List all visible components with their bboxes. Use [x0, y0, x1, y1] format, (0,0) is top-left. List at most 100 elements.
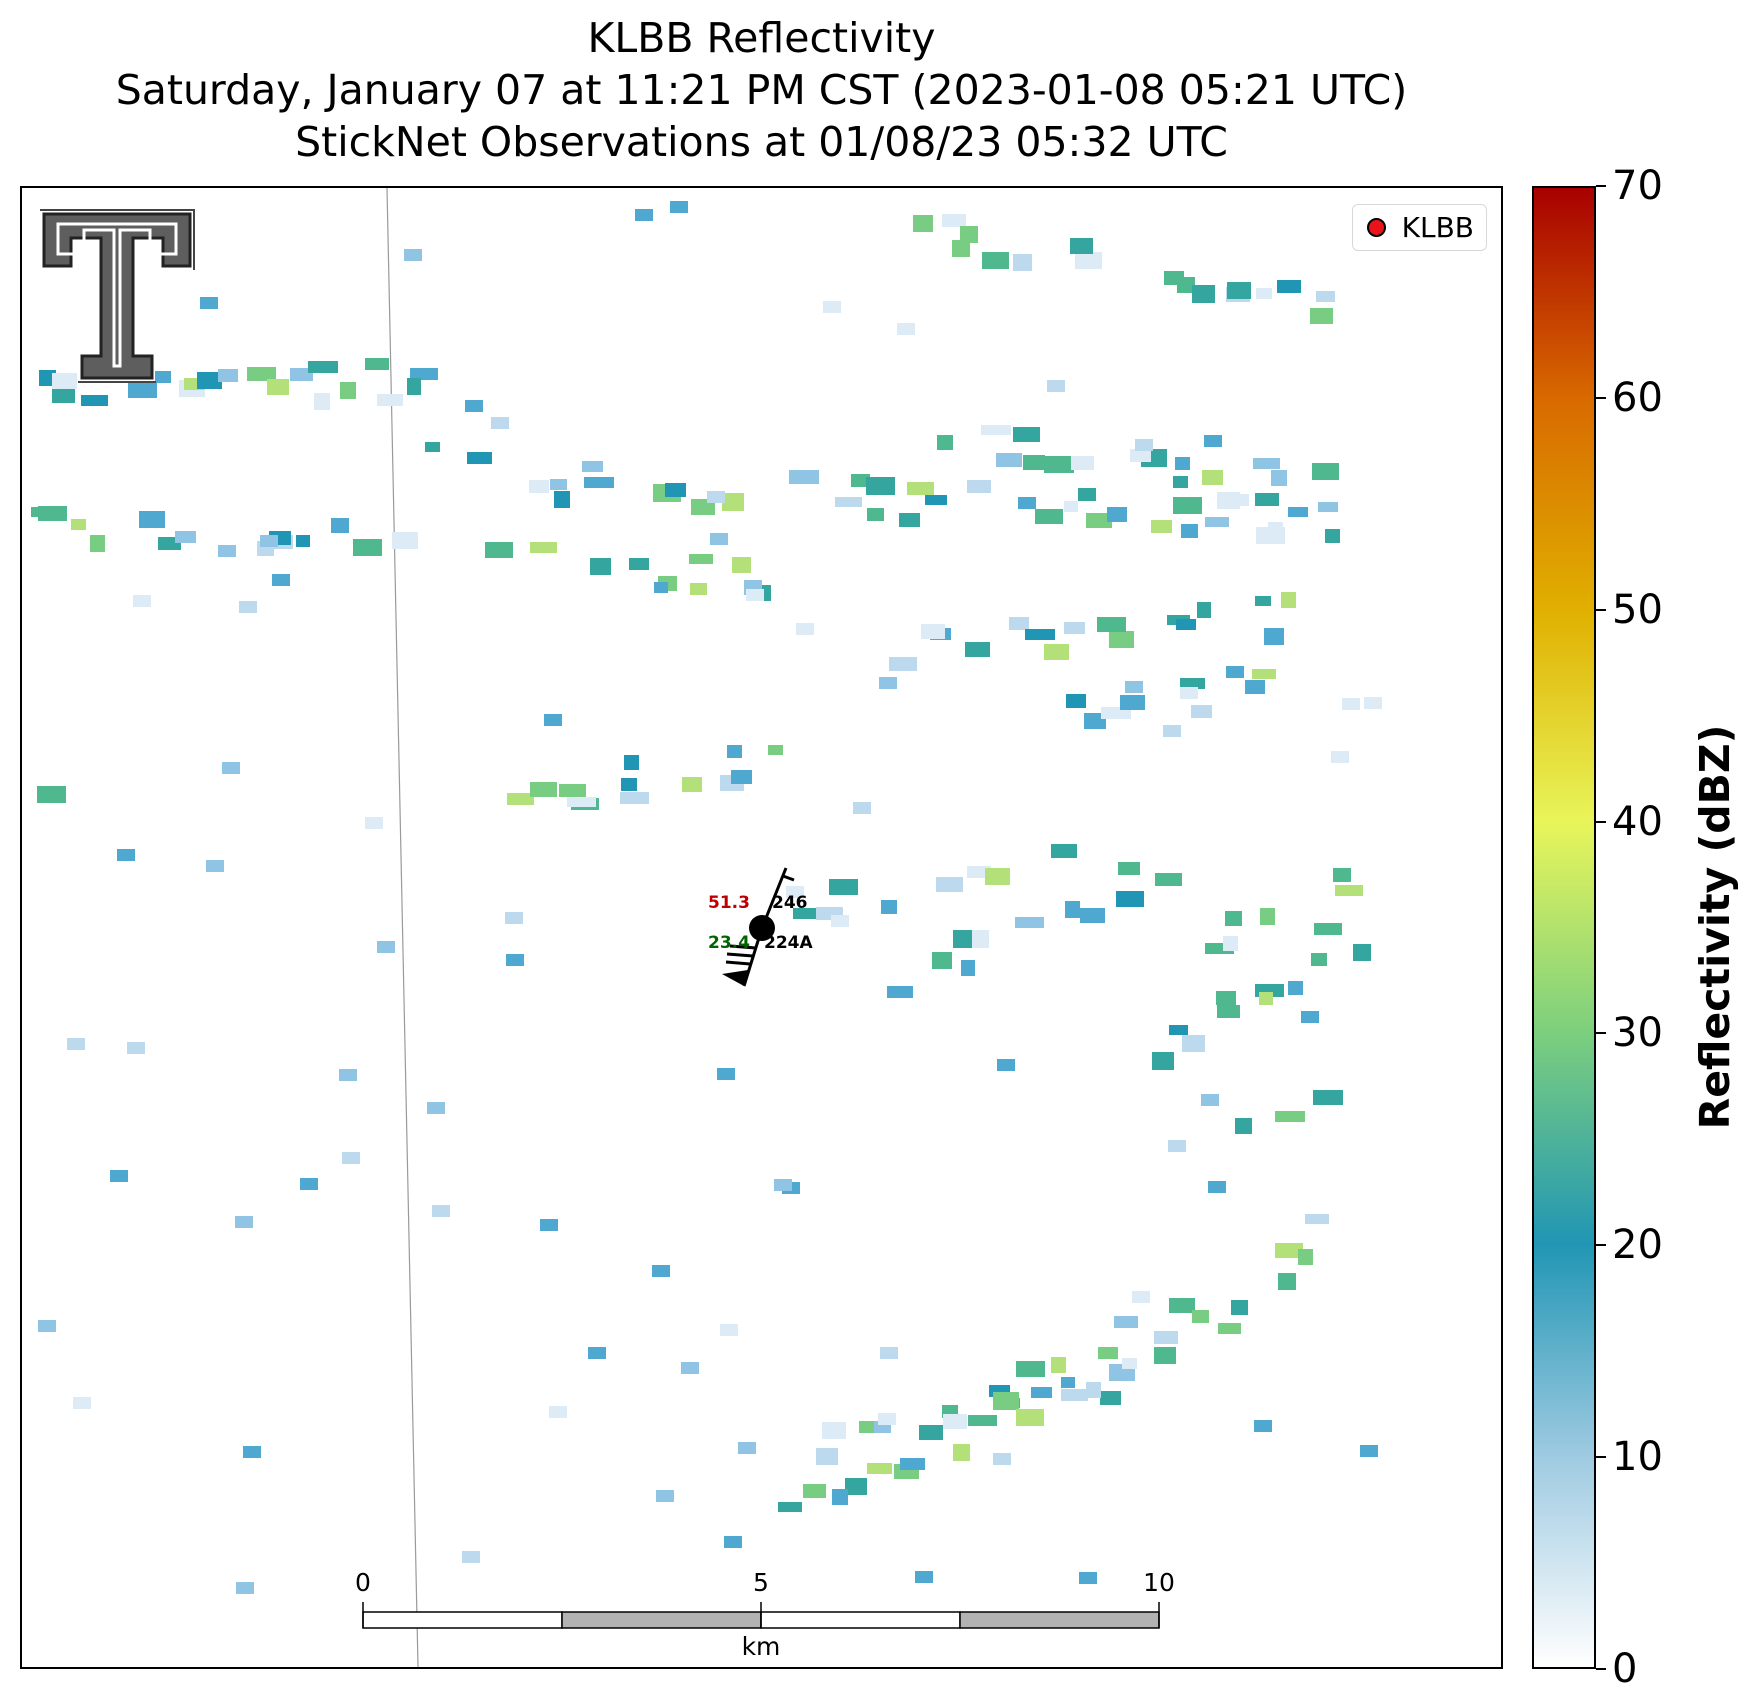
reflectivity-gate: [960, 226, 978, 243]
reflectivity-gate: [339, 1069, 357, 1081]
reflectivity-gate: [952, 240, 970, 257]
reflectivity-gate: [1065, 901, 1080, 918]
reflectivity-gate: [635, 209, 653, 221]
reflectivity-gate: [1086, 1382, 1101, 1398]
reflectivity-gate: [377, 394, 403, 406]
reflectivity-gate: [1152, 1052, 1174, 1070]
reflectivity-gate: [1009, 617, 1029, 630]
reflectivity-gate: [972, 930, 989, 948]
reflectivity-gate: [1097, 617, 1126, 632]
reflectivity-gate: [432, 1205, 450, 1217]
reflectivity-gate: [665, 483, 686, 497]
radar-map[interactable]: KLBB 51.3 246 23.4 224A 0 5 10 km: [20, 186, 1503, 1669]
station-temperature: 51.3: [708, 893, 750, 913]
reflectivity-gate: [39, 370, 56, 386]
reflectivity-gate: [1031, 1387, 1052, 1398]
reflectivity-gate: [1310, 308, 1333, 324]
wind-barb-line-3: [725, 960, 751, 966]
figure-title: KLBB Reflectivity Saturday, January 07 a…: [20, 12, 1503, 168]
reflectivity-gate: [1079, 1572, 1097, 1584]
reflectivity-gate: [296, 535, 310, 547]
reflectivity-gate: [1075, 252, 1102, 269]
reflectivity-gate: [90, 535, 105, 552]
reflectivity-gate: [738, 1442, 756, 1454]
reflectivity-gate: [31, 507, 54, 517]
reflectivity-gate: [1070, 238, 1093, 254]
station-id: 224A: [764, 933, 813, 953]
colorbar-tick: [1596, 1456, 1606, 1459]
reflectivity-gate: [793, 908, 816, 919]
scale-label-5: 5: [753, 1568, 769, 1597]
reflectivity-gate: [620, 792, 649, 804]
reflectivity-gate: [222, 762, 240, 774]
reflectivity-gate: [1208, 1181, 1226, 1193]
reflectivity-gate: [1173, 497, 1202, 514]
reflectivity-gate: [1256, 288, 1272, 299]
reflectivity-gate: [1277, 280, 1301, 293]
reflectivity-gate: [507, 793, 534, 805]
reflectivity-gate: [710, 533, 728, 545]
reflectivity-gate: [1064, 622, 1085, 634]
reflectivity-gate: [1025, 629, 1055, 640]
reflectivity-gate: [1226, 666, 1244, 678]
reflectivity-gate: [236, 1582, 254, 1594]
reflectivity-gate: [1314, 923, 1342, 935]
reflectivity-gate: [832, 1489, 848, 1505]
reflectivity-gate: [913, 215, 933, 232]
reflectivity-gate: [887, 986, 913, 998]
reflectivity-gate: [491, 417, 509, 429]
reflectivity-gate: [1318, 502, 1338, 512]
reflectivity-gate: [1342, 698, 1360, 710]
reflectivity-gate: [365, 358, 389, 370]
reflectivity-gate: [342, 1152, 360, 1164]
reflectivity-gate: [1061, 1377, 1075, 1388]
colorbar-tick-label: 50: [1612, 586, 1663, 633]
reflectivity-gate: [52, 373, 77, 389]
reflectivity-gate: [1061, 1389, 1088, 1401]
reflectivity-gate: [624, 755, 639, 770]
reflectivity-gate: [1016, 1361, 1045, 1377]
legend-label: KLBB: [1401, 211, 1474, 244]
reflectivity-gate: [235, 1216, 253, 1228]
reflectivity-gate: [900, 1458, 925, 1470]
reflectivity-gate: [829, 879, 858, 895]
reflectivity-gates: [31, 201, 1382, 1594]
colorbar-tick: [1596, 1244, 1606, 1247]
station-plot-224a[interactable]: [722, 867, 795, 987]
reflectivity-gate: [1325, 529, 1340, 543]
reflectivity-gate: [985, 868, 1010, 885]
reflectivity-gate: [1298, 1249, 1313, 1265]
reflectivity-gate: [1331, 751, 1349, 763]
reflectivity-gate: [1255, 493, 1279, 506]
reflectivity-gate: [365, 817, 383, 829]
reflectivity-gate: [878, 1413, 896, 1425]
wind-barb-half: [782, 874, 795, 882]
double-t-logo-icon: [40, 209, 195, 383]
reflectivity-gate: [530, 782, 557, 797]
reflectivity-gate: [462, 1551, 480, 1563]
reflectivity-gate: [239, 601, 257, 613]
reflectivity-gate: [1118, 862, 1140, 875]
reflectivity-gate: [485, 542, 513, 558]
wind-barb-pennant: [722, 970, 748, 986]
reflectivity-gate: [1192, 1310, 1209, 1323]
title-line-1: KLBB Reflectivity: [587, 14, 936, 62]
reflectivity-gate: [1066, 694, 1086, 708]
reflectivity-gate: [1316, 291, 1335, 302]
reflectivity-gate: [1016, 1409, 1044, 1426]
colorbar-tick: [1596, 1668, 1606, 1670]
reflectivity-gate: [996, 453, 1022, 467]
reflectivity-gate: [1051, 1357, 1066, 1373]
reflectivity-gate: [38, 1320, 56, 1332]
reflectivity-gate: [654, 582, 668, 593]
reflectivity-gate: [243, 1446, 261, 1458]
reflectivity-gate: [925, 495, 947, 505]
reflectivity-gate: [816, 1448, 838, 1465]
reflectivity-gate: [717, 1068, 735, 1080]
reflectivity-gate: [993, 1392, 1019, 1410]
reflectivity-gate: [853, 802, 871, 814]
colorbar-tick-label: 70: [1612, 163, 1663, 209]
reflectivity-gate: [1132, 1291, 1150, 1303]
reflectivity-gate: [404, 249, 422, 261]
reflectivity-gate: [981, 425, 1011, 435]
